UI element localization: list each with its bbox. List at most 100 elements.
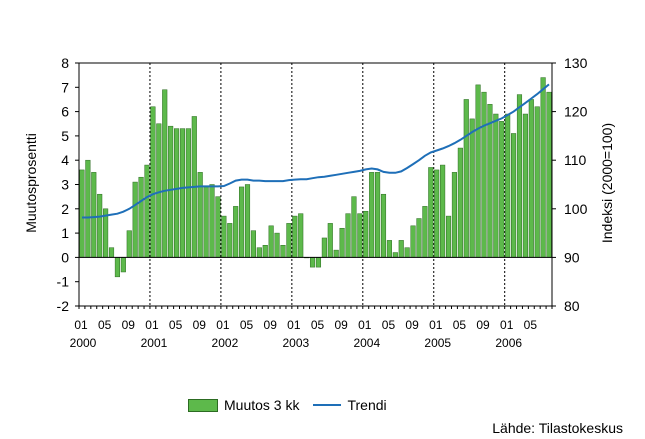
bar — [168, 125, 174, 258]
bar — [203, 186, 209, 258]
bar — [540, 77, 546, 258]
month-tick-label: 01 — [145, 318, 159, 332]
left-tick-label: 8 — [61, 55, 69, 71]
bar — [369, 172, 375, 258]
bar — [386, 240, 392, 258]
month-tick-label: 05 — [311, 318, 325, 332]
bar — [398, 240, 404, 258]
month-tick-label: 01 — [500, 318, 514, 332]
bar — [256, 247, 262, 258]
month-tick-label: 01 — [358, 318, 372, 332]
left-tick-label: -2 — [57, 298, 70, 314]
month-tick-label: 01 — [74, 318, 88, 332]
bar — [292, 215, 298, 258]
legend: Muutos 3 kk Trendi — [188, 397, 387, 413]
bar — [315, 257, 322, 268]
bar — [475, 84, 481, 258]
bar — [156, 123, 162, 258]
left-tick-label: 3 — [61, 177, 69, 193]
year-tick-label: 2000 — [70, 336, 97, 350]
y-axis-label-left: Muutosprosentti — [23, 133, 39, 233]
source-note: Lähde: Tilastokeskus — [492, 420, 623, 436]
month-tick-label: 05 — [382, 318, 396, 332]
month-tick-label: 01 — [216, 318, 230, 332]
bar — [239, 186, 245, 258]
month-tick-label: 05 — [524, 318, 538, 332]
bar — [528, 99, 534, 258]
right-tick-label: 120 — [564, 104, 588, 120]
month-tick-label: 01 — [287, 318, 301, 332]
bar — [150, 106, 156, 258]
month-tick-label: 01 — [429, 318, 443, 332]
bar — [410, 225, 416, 258]
bar — [534, 106, 540, 258]
bar — [351, 196, 357, 258]
month-tick-label: 09 — [122, 318, 136, 332]
bar — [250, 230, 256, 258]
month-tick-label: 05 — [98, 318, 112, 332]
year-tick-label: 2003 — [282, 336, 309, 350]
year-tick-label: 2001 — [141, 336, 168, 350]
bar — [380, 193, 387, 258]
bars — [79, 77, 552, 278]
month-tick-label: 05 — [453, 318, 467, 332]
bar — [416, 218, 422, 258]
bar — [108, 247, 115, 258]
right-tick-label: 110 — [564, 152, 587, 168]
year-tick-label: 2002 — [212, 336, 239, 350]
bar — [546, 91, 552, 258]
right-tick-label: 90 — [564, 249, 580, 265]
bar — [493, 113, 499, 258]
bar — [274, 232, 280, 258]
bar — [298, 213, 304, 258]
bar — [428, 167, 434, 258]
bar — [174, 128, 180, 258]
bar — [440, 164, 446, 258]
year-gridlines — [149, 63, 506, 306]
bar — [268, 225, 274, 258]
bar — [463, 99, 469, 258]
month-tick-label: 09 — [193, 318, 207, 332]
left-tick-label: 1 — [61, 225, 69, 241]
bar — [138, 176, 144, 258]
bar — [499, 121, 505, 258]
bar — [392, 252, 398, 258]
bar — [185, 128, 191, 258]
bar — [345, 213, 351, 258]
bar — [209, 184, 215, 258]
bar — [132, 181, 138, 258]
bar — [280, 245, 286, 258]
legend-line-label: Trendi — [347, 397, 387, 413]
bar — [434, 169, 440, 258]
bar — [144, 164, 150, 258]
right-tick-label: 130 — [564, 55, 588, 71]
left-tick-label: 5 — [61, 128, 69, 144]
month-tick-label: 09 — [476, 318, 490, 332]
bar — [126, 230, 132, 258]
bar — [114, 257, 120, 278]
bar — [363, 210, 369, 258]
bar — [516, 94, 523, 258]
bar — [487, 104, 493, 258]
left-tick-label: 2 — [61, 201, 69, 217]
bar — [451, 172, 457, 258]
bar — [422, 206, 428, 258]
month-tick-label: 09 — [334, 318, 348, 332]
bar — [227, 223, 233, 258]
left-tick-label: 4 — [61, 152, 69, 168]
y-axis-label-right: Indeksi (2000=100) — [599, 123, 615, 243]
bar — [286, 223, 292, 258]
bar — [333, 249, 339, 258]
bar — [481, 91, 487, 258]
bar — [522, 113, 528, 258]
legend-line-swatch — [313, 404, 342, 406]
bar — [244, 184, 251, 258]
right-tick-label: 80 — [564, 298, 580, 314]
year-tick-label: 2005 — [424, 336, 451, 350]
bar — [309, 257, 316, 268]
left-tick-label: 6 — [61, 104, 69, 120]
left-tick-label: 0 — [61, 249, 69, 265]
trend-line — [82, 83, 550, 219]
bar — [469, 118, 475, 258]
bar — [215, 196, 221, 258]
